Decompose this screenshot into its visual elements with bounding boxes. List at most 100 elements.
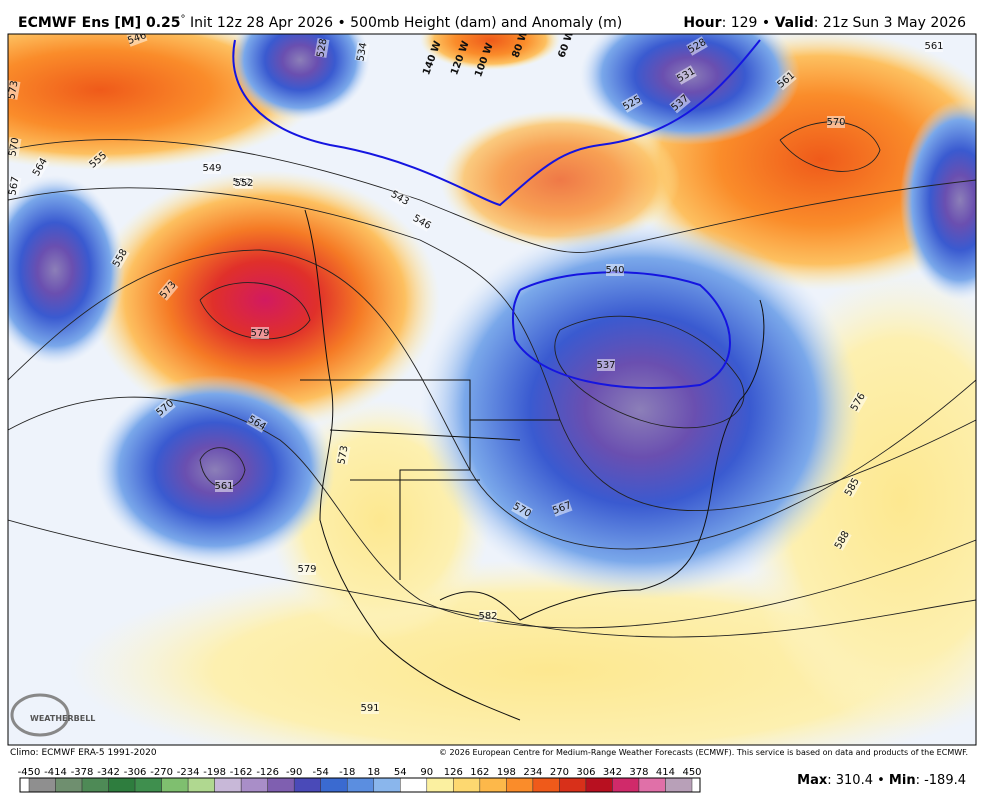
- contour-label: 561: [924, 41, 943, 52]
- colorbar-tick-label: 234: [523, 767, 542, 778]
- colorbar-tick-label: -198: [203, 767, 226, 778]
- contour-label-bg: [215, 480, 233, 492]
- contour-label-bg: [775, 69, 797, 91]
- colorbar-bin: [638, 777, 666, 793]
- contour-label-bg: [621, 93, 643, 113]
- contour-label-bg: [251, 327, 269, 339]
- contour-label-bg: [606, 264, 624, 276]
- map-frame: [7, 33, 977, 746]
- colorbar-tick-label: 378: [629, 767, 648, 778]
- title: ECMWF Ens [M] 0.25° Init 12z 28 Apr 2026…: [18, 14, 622, 31]
- contour-label-bg: [126, 34, 148, 47]
- colorbar-bin: [161, 777, 189, 793]
- contour-label: 591: [360, 703, 379, 714]
- valid-time: Hour: 129 • Valid: 21z Sun 3 May 2026: [683, 15, 966, 31]
- colorbar-tick-label: -270: [150, 767, 173, 778]
- contour-label-bg: [389, 188, 411, 208]
- colorbar-tick-label: 342: [603, 767, 622, 778]
- contour-label-bg: [246, 413, 268, 433]
- colorbar-tick-label: -414: [44, 767, 67, 778]
- colorbar-bin: [28, 777, 56, 793]
- contour-label-bg: [686, 36, 708, 56]
- contour-label: 528: [315, 38, 329, 59]
- contour-label-bg: [354, 42, 370, 62]
- contour-label-bg: [154, 397, 176, 419]
- contour-label: 570: [826, 117, 845, 128]
- colorbar-bin: [373, 777, 401, 793]
- contour-label: 567: [7, 176, 21, 197]
- climo: Climo: ECMWF ERA-5 1991-2020: [10, 748, 157, 758]
- colorbar-bin: [267, 777, 295, 793]
- colorbar-tick-label: 162: [470, 767, 489, 778]
- contour-label-bg: [842, 476, 862, 498]
- colorbar-bin: [134, 777, 162, 793]
- colorbar-bin: [479, 777, 507, 793]
- contour-label-bg: [848, 391, 868, 413]
- contour-label-bg: [314, 38, 330, 58]
- colorbar-bin: [426, 777, 454, 793]
- colorbar-bin: [585, 777, 613, 793]
- colorbar-tick-label: 90: [420, 767, 433, 778]
- colorbar-tick-label: 414: [656, 767, 675, 778]
- colorbar-bin: [612, 777, 640, 793]
- colorbar-bin: [293, 777, 321, 793]
- contour-label-bg: [235, 177, 253, 189]
- contour-label: 573: [336, 445, 350, 466]
- colorbar-bin: [453, 777, 481, 793]
- colorbar-tick-label: 18: [367, 767, 380, 778]
- stats: Max: 310.4 • Min: -189.4: [797, 773, 966, 788]
- contour-label: 561: [214, 481, 233, 492]
- colorbar-tick-label: 450: [682, 767, 701, 778]
- contour-label-bg: [298, 563, 316, 575]
- logo-text: WEATHERBELL: [30, 714, 95, 723]
- colorbar-bin: [532, 777, 560, 793]
- contour-label-bg: [157, 279, 179, 301]
- contour-label-bg: [925, 40, 943, 52]
- colorbar-bin: [506, 777, 534, 793]
- colorbar-tick-label: 126: [444, 767, 463, 778]
- contour-label: 573: [6, 80, 20, 101]
- colorbar-tick-label: -18: [339, 767, 355, 778]
- colorbar-bin: [55, 777, 83, 793]
- colorbar-tick-label: -450: [18, 767, 41, 778]
- colorbar-bin: [320, 777, 348, 793]
- contour-label-bg: [479, 610, 497, 622]
- contour-label-bg: [335, 445, 351, 465]
- colorbar-tick-label: 270: [550, 767, 569, 778]
- contour-label: 552: [234, 178, 253, 189]
- colorbar-tick-label: 198: [497, 767, 516, 778]
- contour-label-bg: [675, 65, 697, 85]
- colorbar-tick-label: 306: [576, 767, 595, 778]
- colorbar-bin: [665, 777, 693, 793]
- colorbar-tick-label: 54: [394, 767, 407, 778]
- colorbar-tick-label: -126: [256, 767, 279, 778]
- map: WEATHERBELL 5465285345735705645555495525…: [6, 34, 976, 745]
- contour-label: 579: [297, 564, 316, 575]
- contour-label: 579: [250, 328, 269, 339]
- contour-label-bg: [30, 156, 50, 178]
- contour-label: 549: [202, 163, 221, 174]
- contour-label: 582: [478, 611, 497, 622]
- colorbar-tick-label: -162: [230, 767, 253, 778]
- colorbar-bin: [214, 777, 242, 793]
- contour-label-bg: [110, 247, 130, 269]
- contour-label-bg: [832, 529, 852, 551]
- colorbar-tick-label: -90: [286, 767, 302, 778]
- colorbar: -450 -414 -378 -342 -306 -270 -234 -198 -162 -126…: [18, 767, 702, 793]
- contour-label-bg: [203, 162, 221, 174]
- contour-label-bg: [8, 137, 22, 157]
- colorbar-bin: [559, 777, 587, 793]
- contour-label-bg: [827, 116, 845, 128]
- copyright: © 2026 European Centre for Medium-Range …: [439, 748, 968, 757]
- colorbar-tick-label: -306: [124, 767, 147, 778]
- contour-label: 570: [7, 137, 21, 158]
- contour-label-bg: [87, 149, 109, 171]
- contour-label-bg: [511, 500, 533, 520]
- contour-label: 534: [355, 42, 369, 63]
- contour-label-bg: [551, 499, 573, 517]
- contour-label-bg: [8, 176, 22, 196]
- contour-label: 540: [605, 265, 624, 276]
- colorbar-bin: [187, 777, 215, 793]
- colorbar-bin: [108, 777, 136, 793]
